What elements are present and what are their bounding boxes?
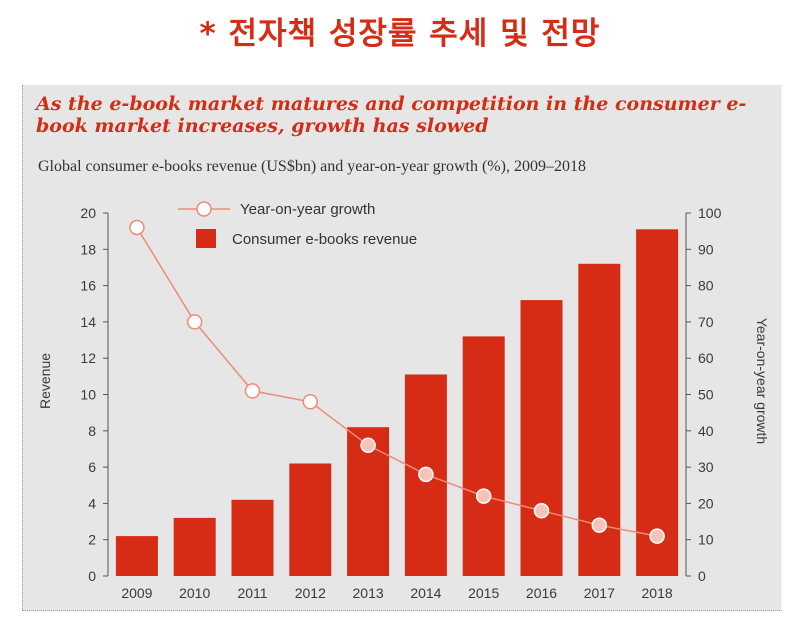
y-right-tick-label: 80 xyxy=(698,278,714,294)
growth-point-2010 xyxy=(186,314,203,330)
growth-point-2018 xyxy=(649,528,665,544)
x-tick-label-2018: 2018 xyxy=(642,585,673,601)
y-right-tick-label: 90 xyxy=(698,241,714,257)
x-tick-label-2012: 2012 xyxy=(295,585,326,601)
y-right-tick-label: 60 xyxy=(698,350,714,366)
y-left-tick-label: 0 xyxy=(88,568,96,584)
x-tick-label-2009: 2009 xyxy=(121,585,152,601)
growth-point-2015 xyxy=(475,488,492,504)
y-left-tick-label: 6 xyxy=(88,459,96,475)
y-left-tick-label: 10 xyxy=(80,387,96,403)
y-right-tick-label: 30 xyxy=(698,459,714,475)
y-right-tick-label: 50 xyxy=(698,387,714,403)
chart-subtitle: Global consumer e-books revenue (US$bn) … xyxy=(38,158,586,175)
chart-headline: As the e-book market matures and competi… xyxy=(36,93,747,137)
x-tick-label-2013: 2013 xyxy=(353,585,384,601)
bar-2016 xyxy=(520,300,563,576)
bar-2011 xyxy=(231,499,274,576)
legend-label-revenue: Consumer e-books revenue xyxy=(232,231,417,248)
bar-2009 xyxy=(115,536,158,576)
y-left-tick-label: 16 xyxy=(80,278,96,294)
y-left-tick-label: 14 xyxy=(80,314,96,330)
y-left-tick-label: 8 xyxy=(88,423,96,439)
y-left-tick-label: 12 xyxy=(80,350,96,366)
x-tick-label-2017: 2017 xyxy=(584,585,615,601)
y-left-tick-label: 2 xyxy=(88,532,96,548)
slide-title: * 전자책 성장률 추세 및 전망 xyxy=(199,16,601,52)
y-right-tick-label: 100 xyxy=(698,205,722,221)
legend-marker-swatch xyxy=(196,201,212,217)
legend-label-growth: Year-on-year growth xyxy=(240,201,375,218)
growth-point-2016 xyxy=(533,502,550,519)
x-tick-label-2015: 2015 xyxy=(468,585,499,601)
x-tick-label-2010: 2010 xyxy=(179,585,210,601)
growth-point-2017 xyxy=(591,517,608,533)
growth-point-2013 xyxy=(360,437,376,454)
x-tick-label-2014: 2014 xyxy=(410,585,441,601)
y-left-tick-label: 20 xyxy=(80,205,96,221)
growth-line xyxy=(136,227,658,537)
y-right-tick-label: 70 xyxy=(698,314,714,330)
y-right-tick-label: 20 xyxy=(698,495,714,511)
growth-line-group xyxy=(129,219,665,544)
axes-group: 0 2 4 6 8 10 12 14 16 18 20 0 10 20 30 40 50 60 70 80 90 100 2… xyxy=(80,205,721,601)
y-right-tick-label: 0 xyxy=(698,568,706,584)
bar-2018 xyxy=(636,229,679,577)
x-tick-label-2011: 2011 xyxy=(237,585,267,601)
growth-point-2014 xyxy=(418,466,434,483)
x-tick-label-2016: 2016 xyxy=(526,585,557,601)
y-left-tick-label: 4 xyxy=(88,495,96,511)
y-axis-right-label: Year-on-year growth xyxy=(754,318,770,444)
bar-2012 xyxy=(289,463,332,576)
y-right-tick-label: 10 xyxy=(698,532,714,548)
growth-point-2011 xyxy=(244,383,261,399)
legend: Year-on-year growth Consumer e-books rev… xyxy=(178,201,417,248)
growth-point-2009 xyxy=(129,219,145,236)
legend-bar-swatch xyxy=(196,229,216,248)
growth-point-2012 xyxy=(302,394,319,410)
y-axis-left-label: Revenue xyxy=(37,353,53,409)
y-right-tick-label: 40 xyxy=(698,423,714,439)
bar-2010 xyxy=(173,517,216,576)
y-left-tick-label: 18 xyxy=(80,241,96,257)
bar-2015 xyxy=(462,336,505,576)
